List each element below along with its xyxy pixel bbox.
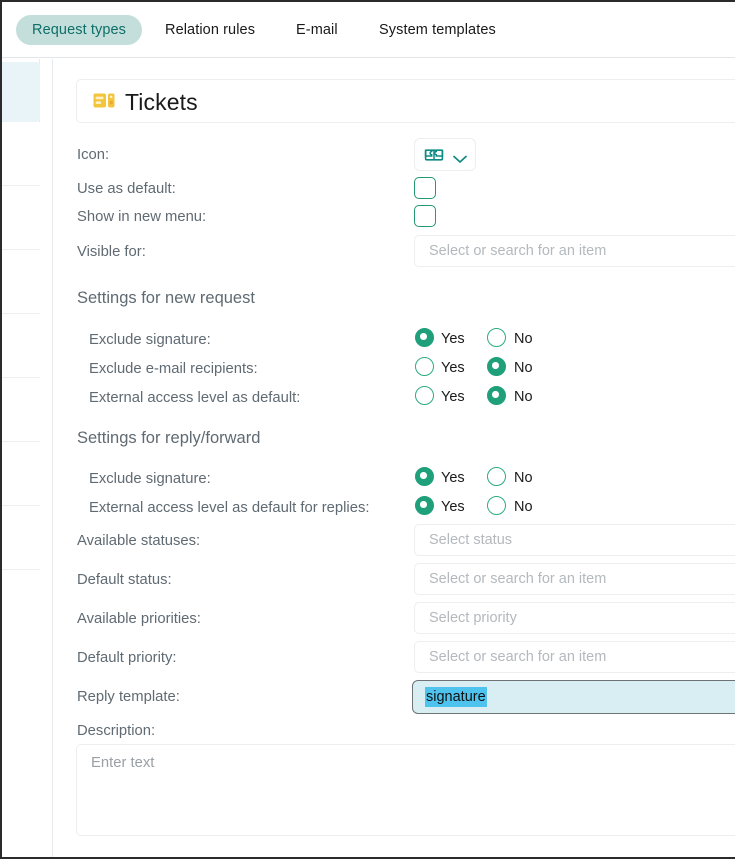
radio-external-access-replies-no[interactable] [487,496,506,515]
sidebar-spacer [40,59,53,857]
radio-exclude-signature-reply-no[interactable] [487,467,506,486]
label-default-priority: Default priority: [77,650,177,666]
sidebar-list [2,59,40,857]
tab-bar: Request types Relation rules E-mail Syst… [2,2,735,58]
radio-label-yes: Yes [441,389,465,405]
chevron-down-icon [453,151,467,169]
sidebar-item[interactable] [2,122,40,186]
description-placeholder: Enter text [91,755,155,771]
label-external-access-default: External access level as default: [89,390,301,406]
sidebar-item[interactable] [2,314,40,378]
section-title-reply-forward: Settings for reply/forward [77,429,261,447]
radio-label-no: No [514,389,533,405]
radio-exclude-signature-new-yes[interactable] [415,328,434,347]
sidebar-item[interactable] [2,378,40,442]
tab-e-mail[interactable]: E-mail [296,22,338,38]
radio-external-access-replies-yes[interactable] [415,496,434,515]
sidebar-item-selected[interactable] [2,62,40,122]
sidebar-item[interactable] [2,250,40,314]
section-title-new-request: Settings for new request [77,289,255,307]
label-icon: Icon: [77,147,110,163]
checkbox-show-in-new-menu[interactable] [414,205,436,227]
default-priority-input[interactable]: Select or search for an item [414,641,735,673]
radio-exclude-email-recipients-yes[interactable] [415,357,434,376]
radio-exclude-signature-reply-yes[interactable] [415,467,434,486]
radio-label-yes: Yes [441,360,465,376]
tab-system-templates[interactable]: System templates [379,22,496,38]
radio-label-yes: Yes [441,499,465,515]
sidebar-item[interactable] [2,186,40,250]
radio-label-no: No [514,499,533,515]
ticket-icon [93,92,115,110]
page-title: Tickets [125,89,198,115]
radio-external-access-default-yes[interactable] [415,386,434,405]
ticket-icon [424,147,444,168]
label-external-access-replies: External access level as default for rep… [89,500,370,516]
sidebar-item[interactable] [2,570,40,857]
radio-label-no: No [514,360,533,376]
description-textarea[interactable]: Enter text [76,744,735,836]
default-priority-placeholder: Select or search for an item [429,649,607,665]
sidebar-item[interactable] [2,442,40,506]
radio-exclude-email-recipients-no[interactable] [487,357,506,376]
radio-label-yes: Yes [441,331,465,347]
label-use-as-default: Use as default: [77,181,176,197]
request-type-form: Tickets Icon: Use as default: S [54,59,735,857]
reply-template-selected-text: signature [425,687,487,707]
available-statuses-input[interactable]: Select status [414,524,735,556]
form-header-card: Tickets [76,79,735,123]
label-exclude-email-recipients: Exclude e-mail recipients: [89,361,258,377]
reply-template-input[interactable]: signature [412,680,735,714]
available-statuses-placeholder: Select status [429,532,513,548]
radio-label-no: No [514,470,533,486]
icon-select-dropdown[interactable] [414,138,476,171]
available-priorities-placeholder: Select priority [429,610,517,626]
tab-request-types[interactable]: Request types [16,15,142,45]
radio-label-no: No [514,331,533,347]
label-show-in-new-menu: Show in new menu: [77,209,207,225]
radio-external-access-default-no[interactable] [487,386,506,405]
label-available-priorities: Available priorities: [77,611,201,627]
default-status-input[interactable]: Select or search for an item [414,563,735,595]
radio-exclude-signature-new-no[interactable] [487,328,506,347]
label-description: Description: [77,723,156,739]
label-default-status: Default status: [77,572,172,588]
default-status-placeholder: Select or search for an item [429,571,607,587]
tab-relation-rules[interactable]: Relation rules [165,22,256,38]
label-exclude-signature-new: Exclude signature: [89,332,211,348]
sidebar-item[interactable] [2,506,40,570]
visible-for-placeholder: Select or search for an item [429,243,607,259]
checkbox-use-as-default[interactable] [414,177,436,199]
label-visible-for: Visible for: [77,244,146,260]
radio-label-yes: Yes [441,470,465,486]
label-reply-template: Reply template: [77,689,180,705]
available-priorities-input[interactable]: Select priority [414,602,735,634]
visible-for-input[interactable]: Select or search for an item [414,235,735,267]
label-exclude-signature-reply: Exclude signature: [89,471,211,487]
label-available-statuses: Available statuses: [77,533,201,549]
